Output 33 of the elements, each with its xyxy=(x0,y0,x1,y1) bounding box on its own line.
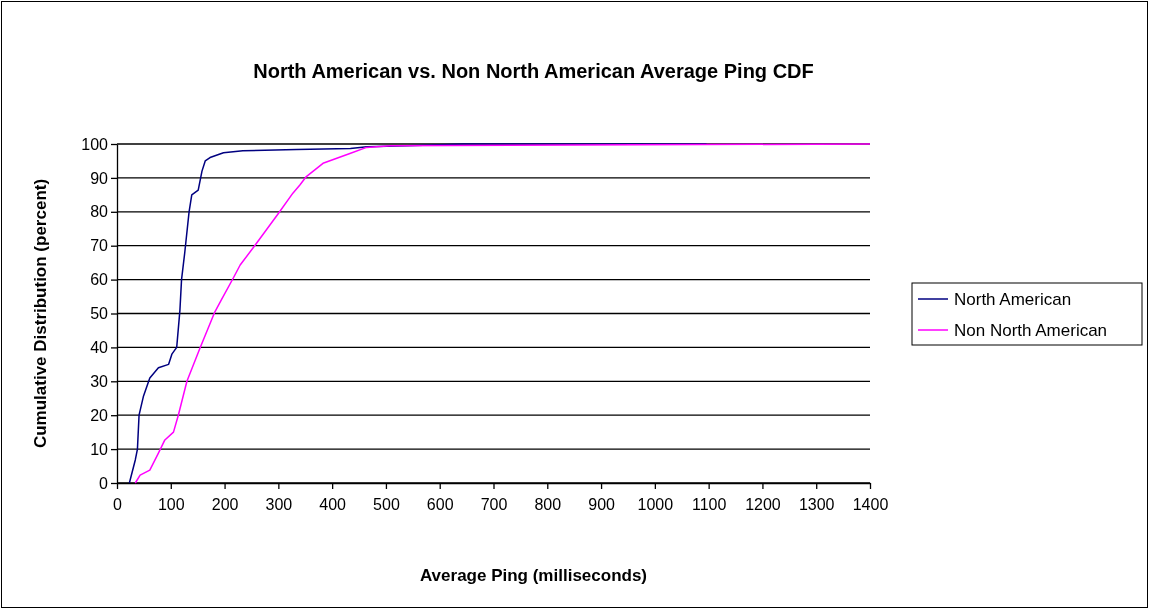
x-tick-label: 1100 xyxy=(691,495,727,513)
legend-label: Non North American xyxy=(954,321,1108,340)
x-tick-label: 100 xyxy=(157,495,185,513)
y-tick-label: 10 xyxy=(90,440,109,458)
x-tick-label: 300 xyxy=(265,495,293,513)
x-tick-label: 1300 xyxy=(798,495,835,513)
x-tick-label: 600 xyxy=(426,495,454,513)
y-tick-label: 80 xyxy=(90,203,109,221)
y-tick-label: 0 xyxy=(99,474,109,492)
y-tick-label: 70 xyxy=(90,237,109,255)
line-series xyxy=(128,143,708,484)
legend-label: North American xyxy=(954,290,1072,309)
chart-title: North American vs. Non North American Average Ping CDF xyxy=(253,60,814,82)
y-tick-label: 60 xyxy=(90,271,109,289)
line-series xyxy=(134,143,871,484)
x-tick-label: 1200 xyxy=(745,495,781,513)
y-tick-label: 20 xyxy=(90,406,109,424)
x-tick-label: 800 xyxy=(534,495,562,513)
x-tick-label: 900 xyxy=(588,495,616,513)
y-axis-title: Cumulative Distribution (percent) xyxy=(31,178,50,449)
x-tick-label: 200 xyxy=(211,495,239,513)
x-axis-title: Average Ping (milliseconds) xyxy=(419,566,648,585)
x-tick-label: 0 xyxy=(113,495,123,513)
y-tick-label: 50 xyxy=(90,305,109,323)
x-tick-label: 700 xyxy=(480,495,508,513)
x-tick-label: 1000 xyxy=(637,495,674,513)
y-tick-label: 90 xyxy=(90,169,109,187)
y-tick-label: 30 xyxy=(90,372,109,390)
y-tick-label: 100 xyxy=(81,135,109,153)
y-tick-label: 40 xyxy=(90,339,109,357)
x-tick-label: 1400 xyxy=(852,495,889,513)
x-tick-label: 400 xyxy=(319,495,347,513)
x-tick-label: 500 xyxy=(373,495,400,513)
